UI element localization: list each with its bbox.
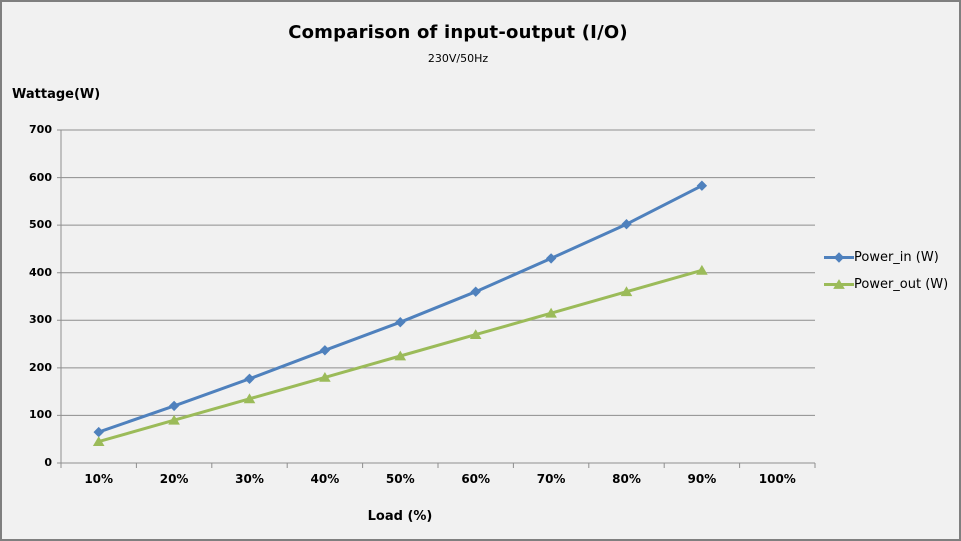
x-tick-label: 30% — [235, 472, 264, 486]
x-tick-label: 60% — [461, 472, 491, 486]
y-tick-label: 500 — [29, 218, 52, 232]
x-axis-title: Load (%) — [367, 509, 433, 524]
x-tick-label: 80% — [612, 472, 641, 486]
data-point-marker — [319, 372, 331, 382]
data-point-marker — [168, 400, 180, 412]
x-tick-label: 40% — [310, 472, 340, 486]
y-tick-label: 300 — [29, 313, 52, 327]
y-tick-label: 700 — [29, 123, 52, 136]
y-tick-label: 600 — [29, 170, 52, 184]
chart-title: Comparison of input-output (I/O) — [288, 22, 628, 43]
legend-item: Power_out (W) — [824, 277, 948, 292]
series-line — [98, 184, 703, 434]
legend-marker-power-out-icon — [824, 279, 854, 289]
legend-item: Power_in (W) — [824, 250, 948, 265]
x-tick-label: 90% — [687, 472, 717, 486]
data-point-marker — [696, 264, 708, 275]
x-tick-label: 50% — [385, 472, 415, 486]
x-tick-label: 20% — [159, 472, 189, 486]
data-point-marker — [545, 253, 557, 264]
legend: Power_in (W) Power_out (W) — [824, 250, 948, 292]
data-point-marker — [395, 317, 406, 328]
y-tick-label: 200 — [29, 360, 52, 374]
triangle-marker-icon — [833, 279, 845, 289]
data-point-marker — [545, 307, 557, 318]
x-tick-label: 100% — [758, 472, 796, 486]
x-tick-label: 10% — [84, 472, 114, 486]
data-point-marker — [243, 393, 256, 404]
data-point-marker — [470, 286, 481, 297]
data-point-marker — [696, 180, 708, 191]
y-tick-label: 0 — [44, 456, 52, 469]
data-point-marker — [319, 345, 331, 356]
data-point-marker — [244, 373, 255, 384]
y-axis-title: Wattage(W) — [12, 87, 101, 102]
chart-subtitle: 230V/50Hz — [427, 52, 489, 65]
y-tick-label: 100 — [29, 408, 52, 422]
legend-label: Power_out (W) — [854, 277, 949, 292]
data-point-marker — [620, 286, 633, 297]
diamond-marker-icon — [833, 252, 845, 263]
data-point-marker — [92, 436, 105, 446]
data-point-marker — [394, 350, 407, 361]
plot-area — [57, 129, 816, 468]
data-point-marker — [621, 219, 632, 230]
legend-marker-power-in-icon — [824, 252, 854, 263]
data-point-marker — [168, 414, 180, 425]
x-tick-label: 70% — [536, 472, 566, 486]
legend-label: Power_in (W) — [854, 250, 939, 265]
y-tick-label: 400 — [29, 265, 52, 279]
data-point-marker — [93, 426, 104, 438]
data-point-marker — [469, 329, 482, 339]
